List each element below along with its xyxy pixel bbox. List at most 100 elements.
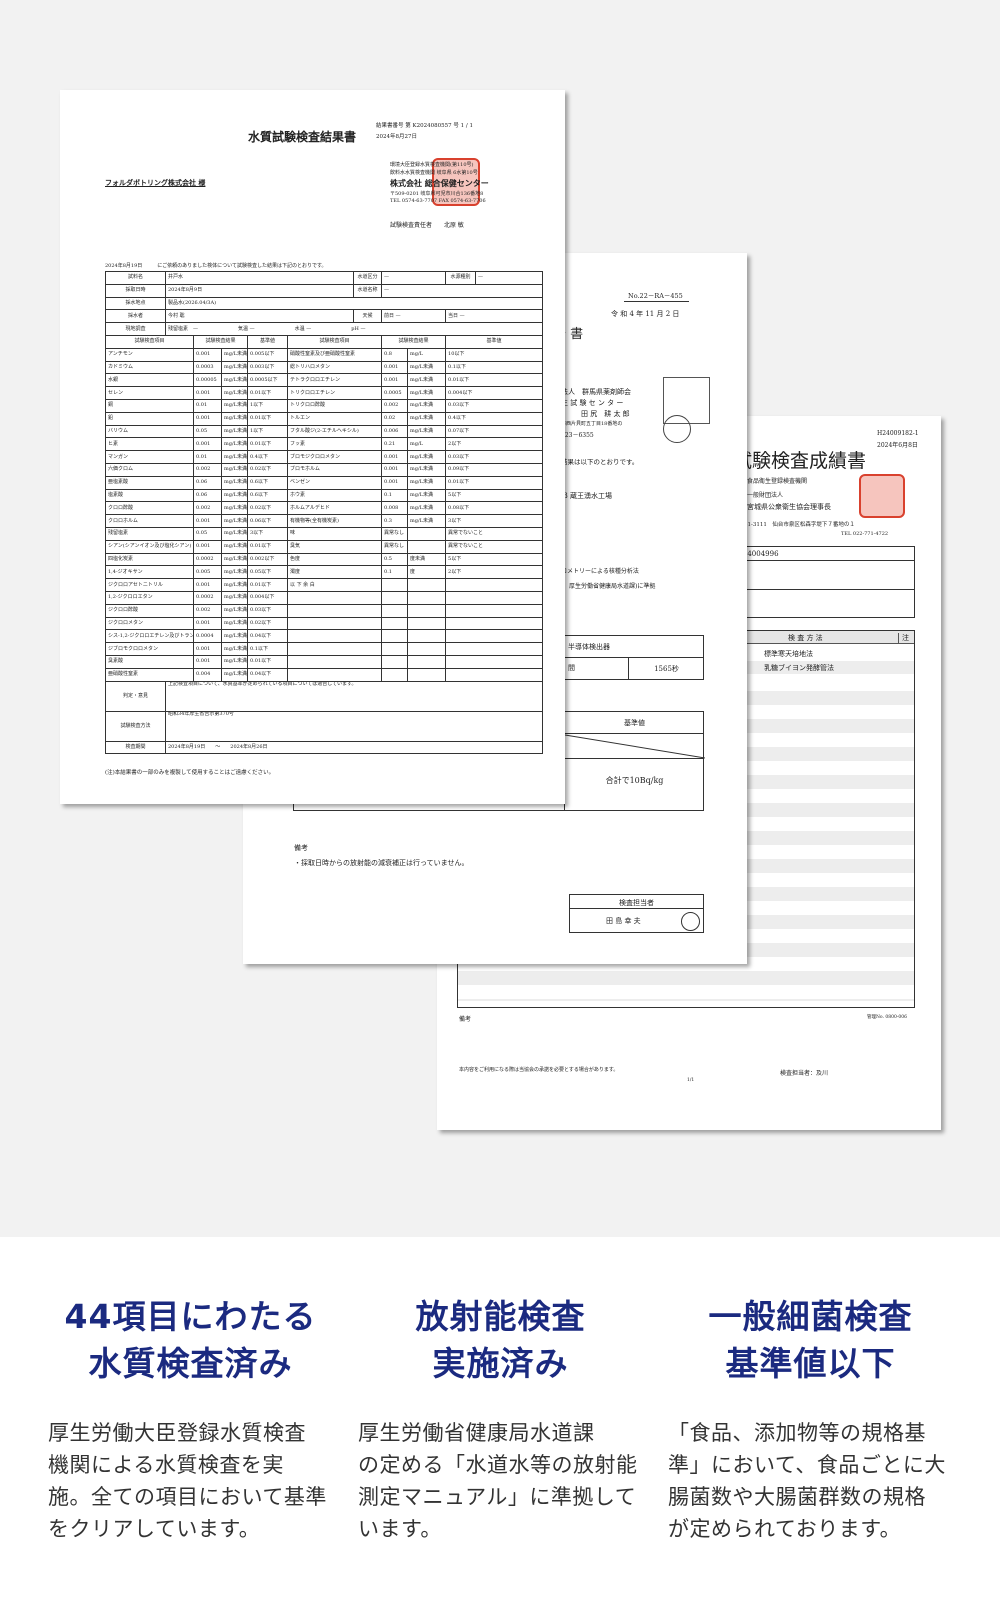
sample: -3 蔵王湧水工場 (561, 492, 613, 500)
table-cell: 異常でないこと (445, 526, 544, 541)
table-cell: 0.001 (193, 386, 222, 400)
empty-cell (445, 654, 544, 669)
table-cell: 有機物等(全有機炭素) (286, 514, 383, 528)
table-cell: 0.02以下 (247, 501, 288, 516)
label: 採水者 (105, 309, 166, 324)
table-cell: 0.01以下 (247, 437, 288, 452)
address: 〒981-3111 仙台市泉区松森字堤下７番地の１ (735, 522, 855, 528)
label: 現地調査 (105, 322, 166, 336)
table-cell: 0.004以下 (445, 386, 544, 400)
empty-cell (286, 616, 383, 631)
table-cell: mg/L未満 (221, 411, 248, 426)
personal-seal (663, 415, 691, 443)
table-cell: 0.005 (193, 565, 222, 580)
empty-cell (381, 667, 409, 682)
empty-cell (445, 603, 544, 618)
label: 前日 (384, 312, 395, 319)
doc-title: 水質試験検査結果書 (248, 130, 357, 144)
result-intro: 結果は以下のとおりです。 (561, 458, 639, 466)
detector: 半導体検出器 (544, 636, 703, 658)
table-cell: mg/L未満 (221, 398, 248, 413)
empty-cell (381, 590, 409, 605)
table-cell: マンガン (105, 450, 194, 464)
table-cell: ブロモジクロロメタン (286, 450, 383, 464)
table-row: アンチモン 0.001 mg/L未満 0.005以下 硝酸性窒素及び亜硝酸性窒素 0.8 m… (105, 347, 544, 362)
info-row: 採取日時 2024年8月9日 水道名称 — (105, 283, 544, 298)
tel: TEL 022-771-4722 (841, 531, 889, 537)
lab-tel: TEL 0574-63-7707 FAX 0574-63-7706 (390, 198, 486, 204)
table-cell: mg/L未満 (407, 386, 447, 400)
table-cell (445, 578, 544, 592)
table-row: ジクロロメタン 0.001 mg/L未満 0.02以下 (105, 616, 544, 631)
header: 試験検査項目 (286, 334, 383, 349)
method-1: 標準寒天培地法 (764, 650, 813, 658)
doc-title: 試験検査成績書 (733, 450, 867, 472)
table-cell: mg/L未満 (221, 667, 248, 682)
table-cell: mg/L未満 (407, 373, 447, 388)
table-cell: セレン (105, 386, 194, 400)
empty-cell (286, 603, 383, 618)
label: 試料名 (105, 271, 166, 285)
method-row: 試験検査方法 昭和34年厚生省告示第370号 (105, 710, 544, 742)
table-cell: 異常なし (381, 526, 409, 541)
table-cell: 0.0004 (193, 629, 222, 644)
table-cell: 0.01 (193, 450, 222, 464)
table-cell: 0.8 (381, 347, 409, 362)
empty-cell (286, 654, 383, 669)
body-line: 施。全ての項目において基準 (48, 1485, 327, 1509)
test-manager: 試験検査責任者 北原 敏 (390, 222, 464, 229)
lab-line: 法人 群馬県薬剤師会 (561, 388, 631, 396)
table-cell: mg/L未満 (407, 475, 447, 490)
table-cell: 六価クロム (105, 462, 194, 477)
note-header: 注 (898, 633, 909, 643)
table-cell: 0.001 (381, 475, 409, 490)
remarks-label: 備考 (459, 1016, 472, 1023)
label: 当日 (448, 312, 459, 319)
table-row: ジクロロアセトニトリル 0.001 mg/L未満 0.01以下以 下 余 白 (105, 578, 544, 592)
table-cell: 0.06 (193, 475, 222, 490)
table-cell (407, 526, 447, 541)
table-cell: mg/L未満 (407, 424, 447, 439)
table-cell: 0.1 (381, 565, 409, 580)
table-cell: mg/L未満 (221, 629, 248, 644)
table-cell: 0.001 (193, 347, 222, 362)
table-cell: mg/L (407, 437, 447, 452)
footnote: (注)本結果書の一部のみを複製して使用することはご遠慮ください。 (105, 770, 275, 776)
table-row: ジクロロ酢酸 0.002 mg/L未満 0.03以下 (105, 603, 544, 618)
empty-cell (445, 616, 544, 631)
table-cell: 異常なし (381, 539, 409, 554)
table-cell: mg/L未満 (407, 488, 447, 503)
table-cell: 10以下 (445, 347, 544, 362)
value: 2024年8月19日 ～ 2024年8月26日 (164, 740, 544, 755)
empty-cell (407, 629, 447, 644)
table-cell: 0.6以下 (247, 488, 288, 503)
heading-line: 一般細菌検査 (708, 1297, 913, 1336)
table-cell: アンチモン (105, 347, 194, 362)
table-cell: 0.001 (381, 360, 409, 375)
value: 今村 聡 (164, 309, 355, 324)
header-row: 試験検査項目 試験検査結果 基準値 試験検査項目 試験検査結果 基準値 (105, 334, 544, 349)
table-cell: 臭気 (286, 539, 383, 554)
empty-cell (445, 642, 544, 656)
table-cell: 1以下 (247, 424, 288, 439)
table-cell: 0.07以下 (445, 424, 544, 439)
table-cell: 総トリハロメタン (286, 360, 383, 375)
table-cell: 0.06以下 (247, 514, 288, 528)
table-cell: ホルムアルデヒド (286, 501, 383, 516)
table-cell: mg/L未満 (221, 373, 248, 388)
table-cell: フタル酸ジ(2-エチルヘキシル) (286, 424, 383, 439)
value: — (249, 325, 255, 332)
table-cell: ジブロモクロロメタン (105, 642, 194, 656)
feature-body: 「食品、添加物等の規格基 準」において、食品ごとに大 腸菌数や大腸菌群数の規格 が定め… (668, 1417, 953, 1545)
table-row: カドミウム 0.0003 mg/L未満 0.003以下 総トリハロメタン 0.001 mg/… (105, 360, 544, 375)
lab-line: 環境大臣登録水質検査機関(第110号) (390, 162, 474, 168)
table-cell: 0.03以下 (445, 398, 544, 413)
empty-cell (381, 616, 409, 631)
label: 採水地点 (105, 296, 166, 311)
table-cell: mg/L未満 (221, 450, 248, 464)
certificates-showcase: H24009182-1 2024年6月8日 試験検査成績書 食品衛生登録検査機関… (0, 0, 1000, 1237)
empty-cell (286, 667, 383, 682)
table-cell: mg/L未満 (221, 526, 248, 541)
table-cell: 0.001 (193, 411, 222, 426)
table-cell: シス-1,2-ジクロロエチレン及びトランス-1,2-ジクロロエチレン (105, 629, 194, 644)
